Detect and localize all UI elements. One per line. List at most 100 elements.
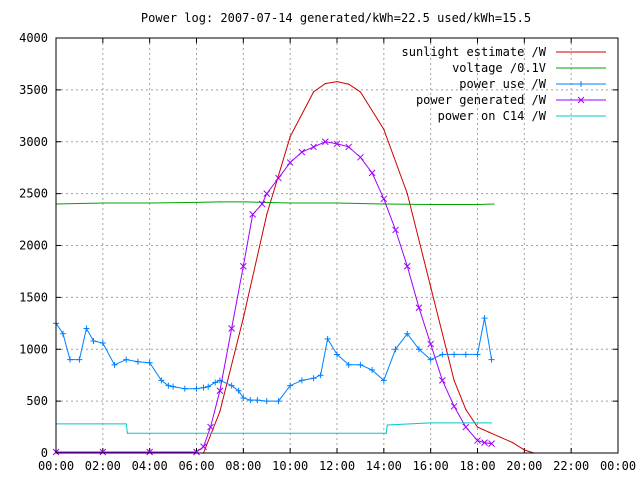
data-point bbox=[476, 426, 479, 428]
data-point bbox=[476, 203, 479, 206]
data-point bbox=[242, 432, 244, 434]
data-point bbox=[357, 361, 364, 368]
data-point bbox=[275, 398, 282, 405]
series-line bbox=[56, 141, 492, 453]
data-point bbox=[321, 138, 329, 146]
series-line bbox=[56, 422, 492, 434]
data-point bbox=[474, 351, 481, 358]
series-2 bbox=[53, 315, 495, 405]
data-point bbox=[99, 448, 107, 456]
data-point bbox=[298, 148, 306, 156]
x-tick-label: 14:00 bbox=[366, 459, 402, 473]
data-point bbox=[298, 377, 305, 384]
x-tick-label: 20:00 bbox=[506, 459, 542, 473]
data-point bbox=[380, 377, 387, 384]
data-point bbox=[430, 422, 432, 424]
data-point bbox=[181, 385, 188, 392]
data-point bbox=[228, 382, 235, 389]
data-point bbox=[406, 193, 408, 195]
data-point bbox=[76, 356, 83, 363]
y-tick-label: 3000 bbox=[19, 135, 48, 149]
data-point bbox=[228, 325, 235, 332]
y-tick-label: 2000 bbox=[19, 239, 48, 253]
data-point bbox=[427, 340, 435, 348]
data-point bbox=[219, 201, 221, 203]
data-point bbox=[451, 351, 458, 358]
series-3 bbox=[52, 138, 495, 456]
data-point bbox=[493, 203, 495, 205]
data-point bbox=[310, 143, 317, 151]
data-point bbox=[263, 398, 270, 405]
data-point bbox=[500, 436, 502, 439]
x-tick-label: 04:00 bbox=[132, 459, 168, 473]
x-tick-label: 12:00 bbox=[319, 459, 355, 473]
data-point bbox=[336, 432, 338, 434]
data-point bbox=[488, 440, 495, 448]
series-1 bbox=[55, 201, 495, 206]
data-point bbox=[275, 174, 282, 182]
data-point bbox=[239, 262, 247, 270]
data-point bbox=[404, 330, 411, 337]
data-point bbox=[111, 361, 118, 368]
data-point bbox=[289, 202, 291, 204]
y-tick-label: 2500 bbox=[19, 187, 48, 201]
x-tick-label: 08:00 bbox=[225, 459, 261, 473]
data-point bbox=[415, 346, 422, 353]
grid bbox=[56, 38, 618, 453]
data-point bbox=[289, 135, 291, 138]
data-point bbox=[453, 379, 455, 381]
data-point bbox=[462, 423, 470, 431]
series-group bbox=[52, 80, 535, 456]
data-point bbox=[249, 211, 257, 218]
data-point bbox=[310, 375, 317, 382]
data-point bbox=[263, 190, 271, 197]
y-tick-label: 500 bbox=[26, 394, 48, 408]
legend-marker bbox=[577, 96, 585, 104]
data-point bbox=[490, 422, 493, 424]
y-tick-label: 1500 bbox=[19, 290, 48, 304]
data-point bbox=[430, 203, 432, 206]
legend: sunlight estimate /W voltage /0.1V power u… bbox=[402, 45, 606, 123]
data-point bbox=[383, 128, 385, 130]
data-point bbox=[474, 437, 481, 444]
legend-label: power on C14 /W bbox=[438, 109, 547, 123]
data-point bbox=[200, 384, 207, 391]
data-point bbox=[235, 387, 242, 394]
x-tick-label: 10:00 bbox=[272, 459, 308, 473]
data-point bbox=[488, 431, 490, 433]
y-tick-label: 4000 bbox=[19, 31, 48, 45]
series-line bbox=[203, 81, 534, 454]
data-point bbox=[60, 330, 67, 337]
data-point bbox=[465, 408, 467, 411]
axis-ticks: 00:00 02:00 04:00 06:00 08:00 10:00 12:00 14:00… bbox=[19, 31, 636, 473]
data-point bbox=[90, 337, 97, 344]
data-point bbox=[205, 383, 212, 390]
data-point bbox=[240, 395, 247, 402]
data-point bbox=[287, 382, 294, 389]
data-point bbox=[286, 159, 294, 166]
data-point bbox=[99, 340, 106, 347]
data-point bbox=[102, 202, 104, 204]
data-point bbox=[336, 202, 338, 204]
data-point bbox=[430, 286, 432, 288]
data-point bbox=[439, 351, 446, 358]
legend-label: power generated /W bbox=[416, 93, 547, 107]
data-point bbox=[312, 91, 315, 93]
data-point bbox=[242, 317, 244, 319]
legend-marker bbox=[578, 81, 584, 87]
data-point bbox=[359, 91, 362, 93]
data-point bbox=[146, 359, 153, 366]
data-point bbox=[193, 385, 200, 392]
data-point bbox=[193, 448, 200, 456]
data-point bbox=[368, 169, 376, 177]
data-point bbox=[258, 200, 266, 208]
legend-label: voltage /0.1V bbox=[452, 61, 546, 75]
data-point bbox=[158, 377, 165, 384]
x-tick-label: 22:00 bbox=[553, 459, 589, 473]
data-point bbox=[334, 351, 340, 358]
legend-label: power use /W bbox=[459, 77, 546, 91]
x-tick-label: 18:00 bbox=[459, 459, 495, 473]
x-tick-label: 06:00 bbox=[178, 459, 214, 473]
data-point bbox=[357, 153, 364, 161]
